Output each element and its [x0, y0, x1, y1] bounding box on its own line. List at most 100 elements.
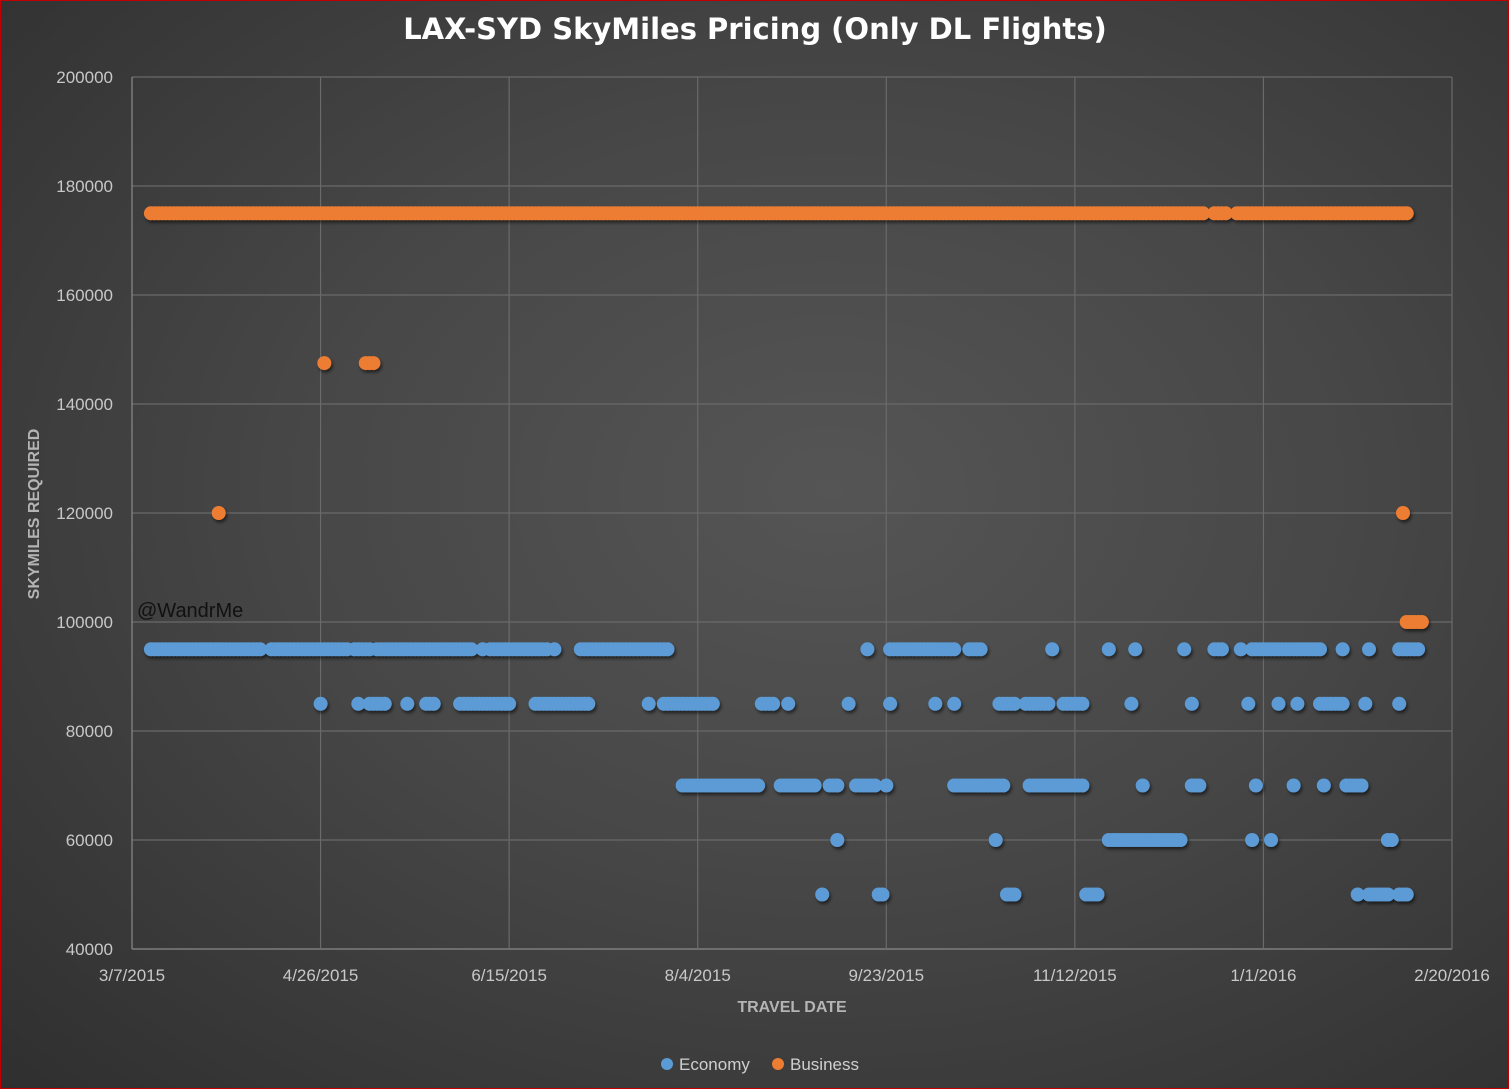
- economy-point: [766, 696, 781, 711]
- economy-point: [988, 833, 1003, 847]
- x-tick-label: 2/20/2016: [1414, 966, 1490, 985]
- x-tick-label: 6/15/2015: [471, 966, 547, 985]
- economy-point: [313, 696, 328, 711]
- economy-point: [1233, 642, 1248, 657]
- economy-point: [547, 642, 562, 657]
- economy-point: [1313, 642, 1327, 657]
- economy-point: [830, 778, 845, 793]
- economy-point: [253, 642, 268, 657]
- economy-point: [868, 778, 882, 793]
- business-point: [1218, 206, 1233, 221]
- y-tick-label: 60000: [66, 831, 113, 850]
- x-tick-label: 11/12/2015: [1033, 966, 1117, 985]
- economy-point: [581, 696, 596, 711]
- business-point: [1414, 615, 1429, 629]
- series-economy: [143, 642, 1426, 902]
- economy-point: [1271, 696, 1286, 711]
- economy-point: [1045, 642, 1060, 657]
- legend: Economy Business: [661, 1055, 859, 1074]
- economy-point: [400, 696, 415, 711]
- economy-point: [875, 887, 890, 902]
- y-tick-label: 140000: [56, 395, 113, 414]
- data-points: [143, 206, 1429, 902]
- x-tick-label: 4/26/2015: [283, 966, 359, 985]
- economy-point: [1173, 833, 1188, 847]
- economy-point: [1101, 642, 1116, 657]
- legend-business-marker: [772, 1058, 784, 1070]
- economy-point: [1214, 642, 1229, 657]
- business-point: [317, 356, 332, 371]
- economy-point: [841, 696, 856, 711]
- x-tick-label: 9/23/2015: [848, 966, 924, 985]
- legend-economy-label: Economy: [679, 1055, 750, 1074]
- economy-point: [1411, 642, 1426, 657]
- x-tick-label: 8/4/2015: [665, 966, 731, 985]
- economy-point: [1075, 778, 1090, 793]
- economy-point: [751, 778, 766, 793]
- business-point: [1196, 206, 1211, 221]
- y-tick-label: 180000: [56, 177, 113, 196]
- economy-point: [1192, 778, 1207, 793]
- economy-point: [464, 642, 479, 657]
- business-point: [366, 356, 381, 371]
- economy-point: [641, 696, 656, 711]
- y-tick-label: 160000: [56, 286, 113, 305]
- economy-point: [1358, 696, 1373, 711]
- economy-point: [1350, 887, 1365, 902]
- economy-point: [426, 696, 441, 711]
- economy-point: [1135, 778, 1150, 793]
- business-point: [211, 506, 226, 520]
- x-axis-ticks: 3/7/2015 4/26/2015 6/15/2015 8/4/2015 9/23/2…: [99, 966, 1490, 985]
- y-axis-ticks: 40000 60000 80000 100000 120000 140000 160000 1…: [56, 68, 113, 959]
- y-tick-label: 200000: [56, 68, 113, 87]
- economy-point: [1075, 696, 1090, 711]
- y-tick-label: 40000: [66, 940, 113, 959]
- legend-economy-marker: [661, 1058, 673, 1070]
- economy-point: [705, 696, 720, 711]
- legend-business-label: Business: [790, 1055, 859, 1074]
- economy-point: [1335, 642, 1350, 657]
- economy-point: [1264, 833, 1278, 847]
- economy-point: [1177, 642, 1192, 657]
- economy-point: [1248, 778, 1263, 793]
- economy-point: [807, 778, 822, 793]
- economy-point: [947, 696, 962, 711]
- economy-point: [377, 696, 392, 711]
- gridlines: [131, 76, 1453, 950]
- economy-point: [1090, 887, 1105, 902]
- y-axis-title: SKYMILES REQUIRED: [26, 429, 43, 600]
- economy-point: [996, 778, 1011, 793]
- economy-point: [1392, 696, 1407, 711]
- series-business: [143, 206, 1429, 629]
- x-tick-label: 1/1/2016: [1230, 966, 1296, 985]
- economy-point: [1245, 833, 1260, 847]
- economy-point: [1384, 833, 1399, 847]
- economy-point: [1007, 696, 1022, 711]
- economy-point: [928, 696, 943, 711]
- y-tick-label: 120000: [56, 504, 113, 523]
- economy-point: [1380, 887, 1395, 902]
- economy-point: [815, 887, 830, 902]
- economy-point: [1124, 696, 1139, 711]
- economy-point: [781, 696, 796, 711]
- economy-point: [1316, 778, 1331, 793]
- economy-point: [830, 833, 845, 847]
- economy-point: [947, 642, 962, 657]
- economy-point: [1290, 696, 1305, 711]
- economy-point: [1128, 642, 1143, 657]
- y-tick-label: 80000: [66, 722, 113, 741]
- x-tick-label: 3/7/2015: [99, 966, 165, 985]
- economy-point: [1007, 887, 1022, 902]
- business-point: [1396, 506, 1410, 520]
- economy-point: [1354, 778, 1369, 793]
- economy-point: [1241, 696, 1256, 711]
- chart-title: LAX-SYD SkyMiles Pricing (Only DL Flight…: [403, 12, 1107, 46]
- watermark-annotation: @WandrMe: [137, 600, 243, 622]
- y-tick-label: 100000: [56, 613, 113, 632]
- economy-point: [351, 696, 366, 711]
- economy-point: [860, 642, 875, 657]
- economy-point: [973, 642, 988, 657]
- economy-point: [660, 642, 675, 657]
